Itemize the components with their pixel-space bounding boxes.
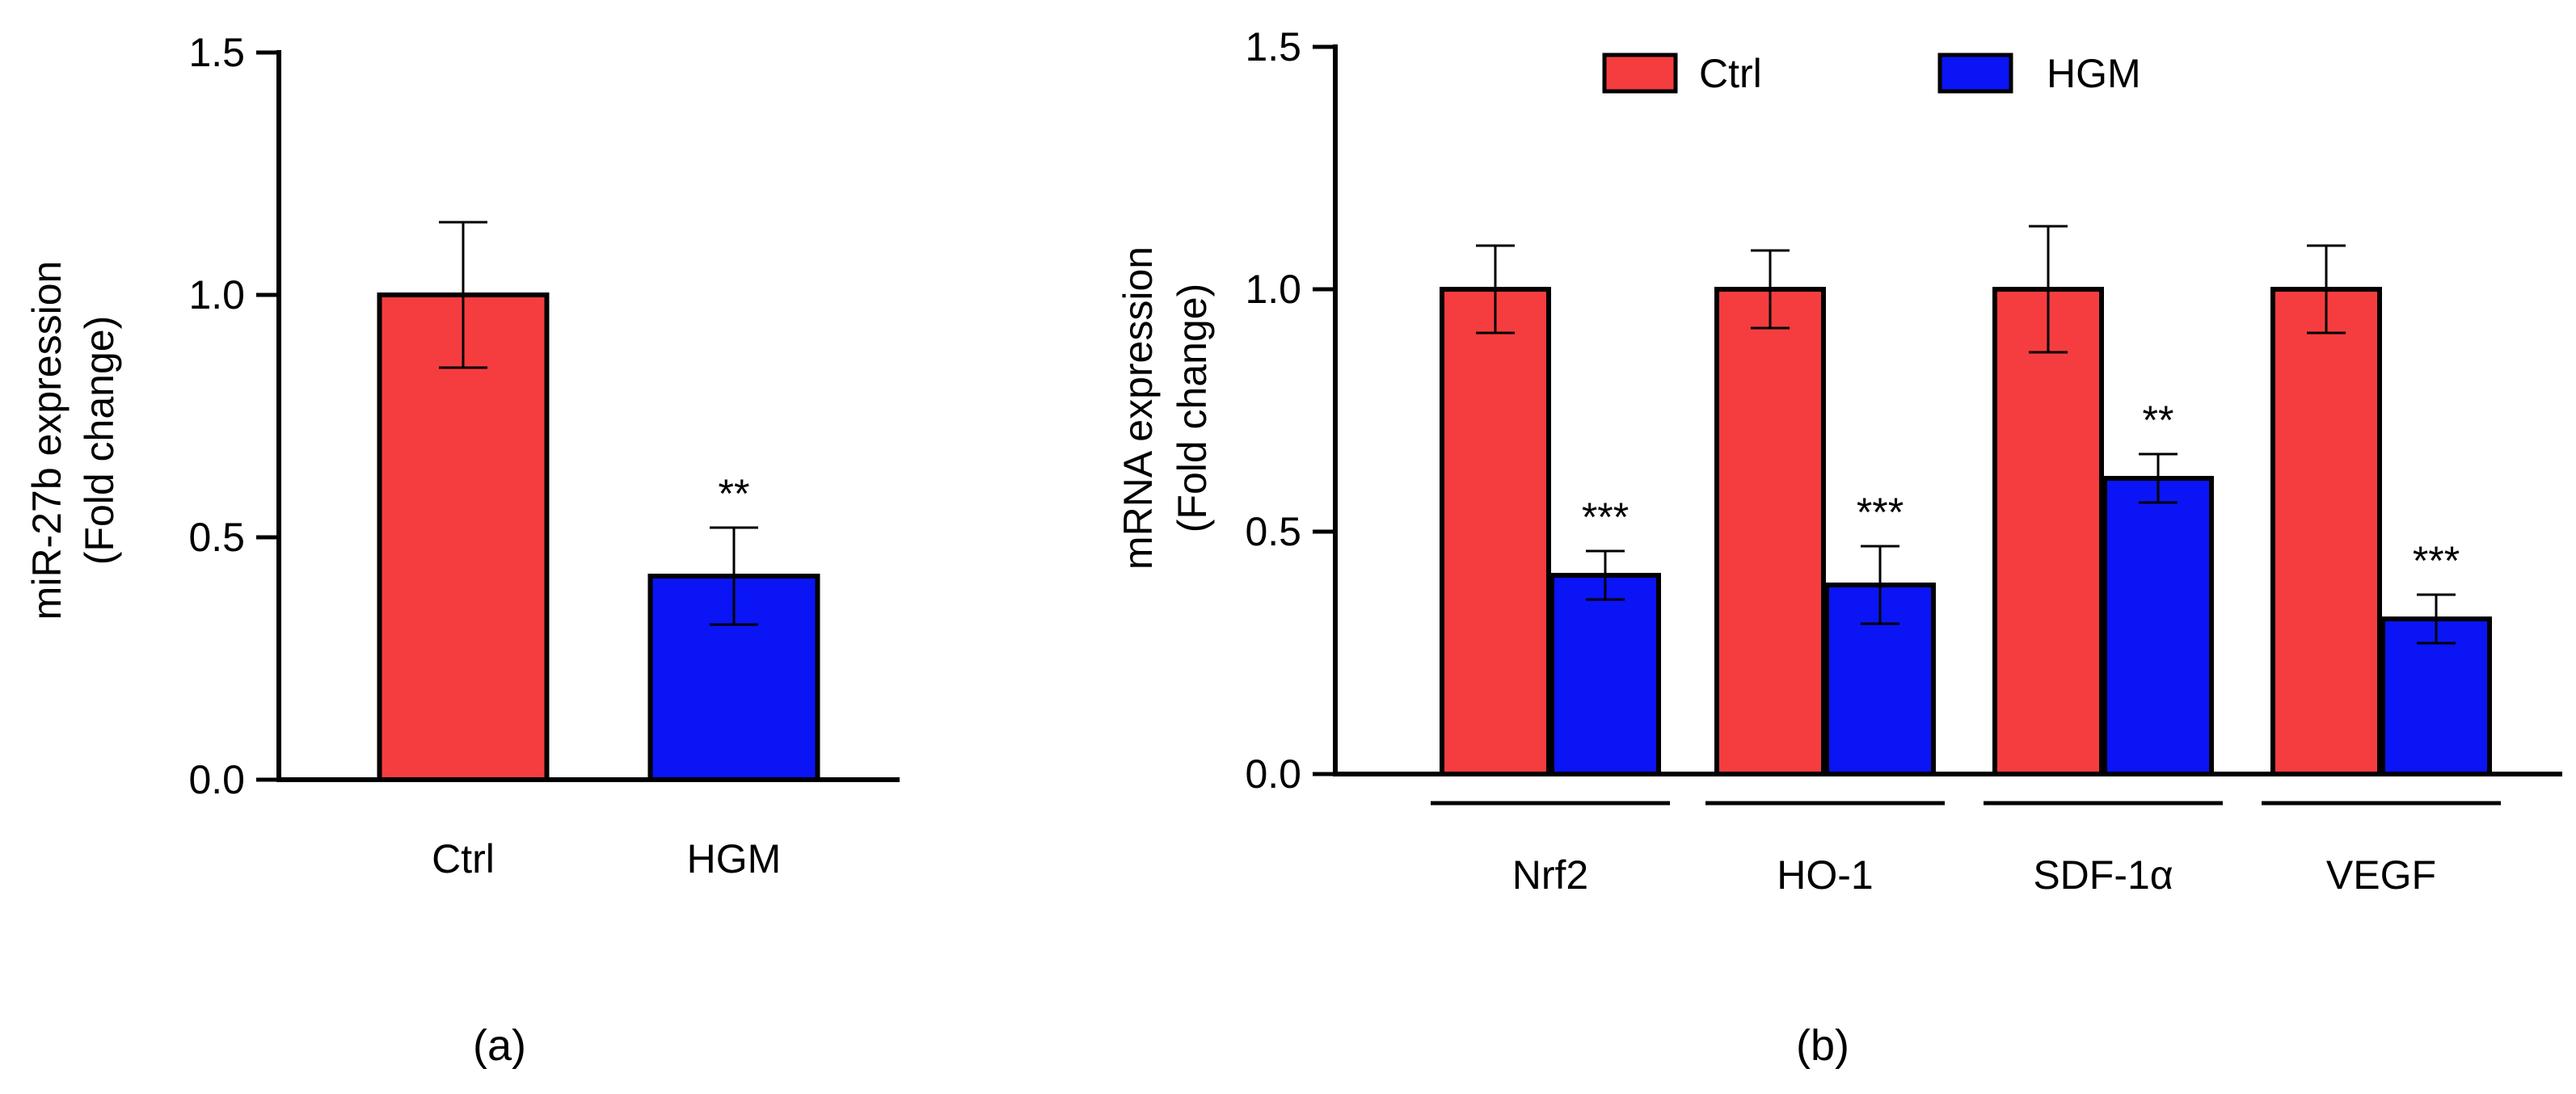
y-tick-label: 1.0 xyxy=(1245,267,1301,312)
panel-b-label: (b) xyxy=(1796,1021,1849,1070)
panel-b-category-labels: Nrf2 HO-1 SDF-1α VEGF xyxy=(1431,801,2501,898)
bar-hgm-3 xyxy=(2380,616,2492,776)
legend-swatch-hgm xyxy=(1937,53,2013,94)
y-tick-label: 0.0 xyxy=(188,757,245,802)
panel-b-chart: 0.00.51.01.5 *** ******** Nrf2 HO-1 SDF-1α V… xyxy=(1115,24,2562,1070)
legend-label-hgm: HGM xyxy=(2047,51,2141,96)
significance-label: ** xyxy=(2143,398,2174,443)
y-tick-label: 0.5 xyxy=(188,515,245,560)
panel-b-significance: *** ******** xyxy=(1582,398,2460,583)
category-label: VEGF xyxy=(2326,852,2436,898)
bar-hgm-2 xyxy=(2102,476,2214,776)
y-tick-label: 1.0 xyxy=(188,272,245,318)
significance-label: ** xyxy=(719,471,750,516)
category-label: Nrf2 xyxy=(1512,852,1588,898)
significance-label: *** xyxy=(1582,494,1629,540)
panel-b-legend: Ctrl HGM xyxy=(1602,51,2141,96)
panel-a-y-label-line1: miR-27b expression xyxy=(24,261,70,621)
significance-label: *** xyxy=(1857,490,1904,535)
panel-b-y-label-line1: mRNA expression xyxy=(1115,246,1161,570)
bar-ctrl-3 xyxy=(2270,287,2382,776)
y-tick-label: 1.5 xyxy=(188,30,245,75)
panel-a-chart: 0.0 0.5 1.0 1.5 ** Ctrl HGM miR-27b expressi… xyxy=(24,30,900,1070)
panel-a-category-labels: Ctrl HGM xyxy=(432,836,781,882)
panel-a-y-label-line2: (Fold change) xyxy=(77,316,122,566)
bar-ctrl xyxy=(377,292,550,782)
panel-a-significance: ** xyxy=(719,471,750,516)
panel-b-error-bars xyxy=(1476,225,2456,645)
panel-b-y-ticks: 0.0 0.5 1.0 1.5 xyxy=(1245,24,1335,797)
bar-ctrl-1 xyxy=(1714,287,1826,776)
bar-hgm-0 xyxy=(1549,573,1661,776)
legend-label-ctrl: Ctrl xyxy=(1699,51,1762,96)
bar-ctrl-0 xyxy=(1440,287,1551,776)
y-tick-label: 0.0 xyxy=(1245,751,1301,797)
category-label: SDF-1α xyxy=(2033,852,2173,898)
category-label: HO-1 xyxy=(1777,852,1873,898)
panel-a-error-bars xyxy=(439,221,758,626)
legend-swatch-ctrl xyxy=(1602,53,1678,94)
y-tick-label: 1.5 xyxy=(1245,24,1301,69)
significance-label: *** xyxy=(2413,538,2460,583)
y-tick-label: 0.5 xyxy=(1245,509,1301,554)
panel-a-label: (a) xyxy=(473,1021,526,1070)
category-label: Ctrl xyxy=(432,836,495,882)
panel-a-y-ticks: 0.0 0.5 1.0 1.5 xyxy=(188,30,279,802)
category-label: HGM xyxy=(687,836,782,882)
panel-b-y-label-line2: (Fold change) xyxy=(1170,284,1215,533)
bar-ctrl-2 xyxy=(1992,287,2104,776)
